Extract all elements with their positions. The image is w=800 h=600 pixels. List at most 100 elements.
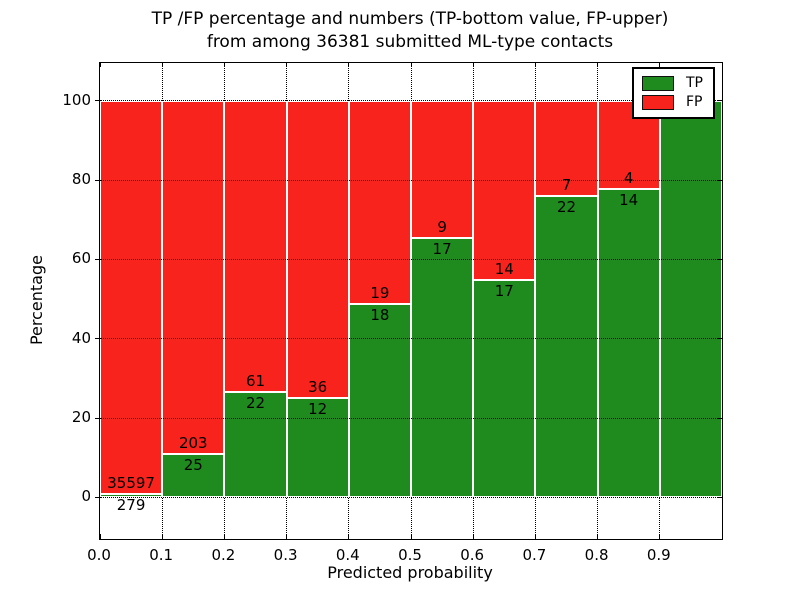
x-tick-mark <box>161 534 163 539</box>
bar-fp-count-label: 35597 <box>107 474 155 493</box>
legend-label: TP <box>686 75 703 91</box>
legend-item: FP <box>642 94 703 110</box>
plot-area: TP FP 35597 279 203 25 61 22 36 12 19 18 9 17 14 17 7 22… <box>95 62 723 540</box>
x-tick-label: 0.9 <box>646 546 671 564</box>
gridline-horizontal <box>100 258 722 260</box>
bar-fp-count-label: 36 <box>308 378 328 397</box>
bar-fp-segment <box>286 100 349 399</box>
bar-tp-count-label: 18 <box>370 306 390 325</box>
x-tick-label: 0.1 <box>149 546 174 564</box>
y-tick-mark <box>717 417 722 419</box>
x-tick-mark <box>659 534 661 539</box>
x-tick-label: 0.0 <box>87 546 111 564</box>
bar-fp-count-label: 7 <box>561 176 572 195</box>
x-tick-mark <box>223 63 225 67</box>
y-tick-mark <box>95 258 100 260</box>
x-tick-label: 0.6 <box>460 546 485 564</box>
y-tick-label: 20 <box>71 408 91 427</box>
bar-fp-count-label: 9 <box>437 217 447 236</box>
x-tick-mark <box>99 63 101 67</box>
y-tick-label: 60 <box>71 249 91 268</box>
x-tick-mark <box>286 534 288 539</box>
bar-fp-count-label: 61 <box>245 372 266 391</box>
x-tick-label: 0.7 <box>522 546 547 564</box>
legend-label: FP <box>686 94 703 110</box>
bar-fp-count-label: 203 <box>178 433 208 452</box>
legend: TP FP <box>632 67 715 119</box>
x-tick-mark <box>721 534 723 539</box>
y-axis-label: Percentage <box>27 255 46 346</box>
gridline-horizontal <box>100 100 722 102</box>
y-tick-label: 100 <box>62 90 91 109</box>
bar-tp-count-label: 25 <box>183 455 203 474</box>
legend-item: TP <box>642 75 703 91</box>
x-tick-mark <box>99 534 101 539</box>
bar-tp-count-label: 14 <box>619 190 639 209</box>
bar-fp-count-label: 14 <box>494 259 514 278</box>
bar-fp-segment <box>224 100 287 393</box>
bar-tp-segment <box>597 188 660 498</box>
x-axis-label: Predicted probability <box>327 563 493 582</box>
bar-tp-segment <box>224 392 287 498</box>
x-tick-mark <box>534 534 536 539</box>
x-tick-mark <box>472 63 474 67</box>
x-tick-mark <box>534 63 536 67</box>
y-tick-mark <box>95 179 100 181</box>
bar-tp-segment <box>473 279 536 498</box>
gridline-horizontal <box>100 496 722 498</box>
y-tick-mark <box>95 338 100 340</box>
bar-tp-segment <box>286 398 349 498</box>
bar-fp-count-label: 4 <box>623 168 634 187</box>
bar-fp-segment <box>411 100 474 238</box>
x-tick-mark <box>721 63 723 67</box>
gridline-horizontal <box>100 179 722 181</box>
x-tick-mark <box>286 63 288 67</box>
gridline-horizontal <box>100 417 722 419</box>
y-tick-mark <box>95 100 100 102</box>
y-tick-mark <box>717 338 722 340</box>
bar-tp-count-label: 12 <box>308 400 328 419</box>
x-tick-mark <box>223 534 225 539</box>
bar-tp-segment <box>411 237 474 498</box>
x-tick-mark <box>659 63 661 67</box>
x-tick-label: 0.3 <box>273 546 298 564</box>
x-tick-label: 0.4 <box>335 546 360 564</box>
y-tick-mark <box>95 417 100 419</box>
bar-tp-count-label: 22 <box>245 394 266 413</box>
x-tick-mark <box>410 534 412 539</box>
gridline-horizontal <box>100 338 722 340</box>
bar-fp-segment <box>348 100 411 305</box>
x-tick-mark <box>161 63 163 67</box>
fp-legend-swatch <box>642 94 674 110</box>
chart-title-line1: TP /FP percentage and numbers (TP-bottom… <box>151 9 669 29</box>
bar-tp-count-label: 17 <box>494 281 514 300</box>
tp-legend-swatch <box>642 75 674 91</box>
bar-tp-count-label: 279 <box>116 496 146 515</box>
bar-fp-segment <box>473 100 536 280</box>
y-tick-mark <box>717 100 722 102</box>
bar-tp-count-label: 17 <box>432 239 452 258</box>
chart-title-line2: from among 36381 submitted ML-type conta… <box>206 32 614 52</box>
bar-tp-segment <box>535 196 598 498</box>
y-tick-label: 0 <box>81 487 91 506</box>
x-tick-mark <box>348 534 350 539</box>
x-tick-mark <box>597 534 599 539</box>
x-tick-mark <box>410 63 412 67</box>
y-tick-label: 40 <box>71 328 91 347</box>
x-tick-mark <box>472 534 474 539</box>
x-tick-label: 0.2 <box>211 546 236 564</box>
y-tick-label: 80 <box>71 170 91 189</box>
y-tick-mark <box>717 179 722 181</box>
y-tick-mark <box>717 258 722 260</box>
x-tick-label: 0.5 <box>398 546 422 564</box>
x-tick-mark <box>348 63 350 67</box>
y-tick-mark <box>717 496 722 498</box>
bar-tp-count-label: 22 <box>556 198 577 217</box>
y-tick-mark <box>95 496 100 498</box>
bar-fp-count-label: 19 <box>370 284 390 303</box>
bar-tp-segment <box>348 304 411 498</box>
x-tick-label: 0.8 <box>584 546 609 564</box>
bar-tp-segment <box>162 453 225 498</box>
bar-fp-segment <box>100 100 163 495</box>
